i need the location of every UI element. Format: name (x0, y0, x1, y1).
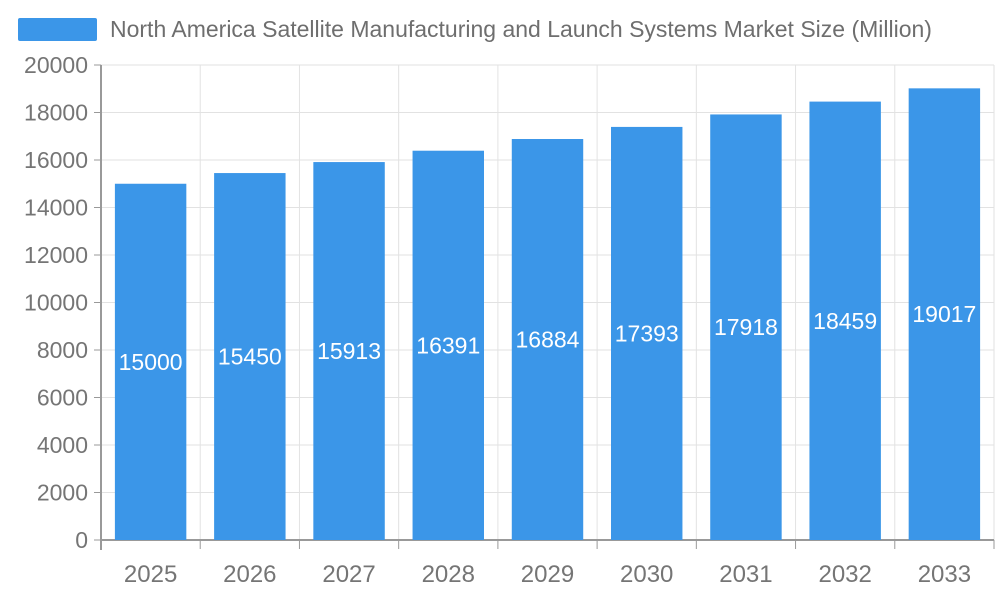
y-axis-label: 6000 (37, 385, 88, 411)
y-axis-label: 14000 (24, 195, 88, 221)
x-axis-label: 2028 (422, 561, 475, 588)
bar-value-label: 17918 (714, 314, 778, 340)
x-axis-label: 2030 (620, 561, 673, 588)
bar-2027[interactable] (313, 162, 385, 540)
bar-2030[interactable] (611, 126, 683, 540)
bar-value-label: 16391 (416, 332, 480, 358)
chart-title: North America Satellite Manufacturing an… (110, 16, 932, 42)
y-axis-label: 4000 (37, 432, 88, 458)
y-axis-label: 16000 (24, 147, 88, 173)
x-axis-label: 2032 (818, 561, 871, 588)
x-axis-label: 2025 (124, 561, 177, 588)
bar-2028[interactable] (412, 150, 484, 540)
y-axis-label: 2000 (37, 480, 88, 506)
x-axis-label: 2027 (322, 561, 375, 588)
x-axis-label: 2033 (918, 561, 971, 588)
x-axis-label: 2026 (223, 561, 276, 588)
bar-2025[interactable] (114, 183, 187, 540)
y-axis-label: 0 (75, 527, 88, 553)
y-axis-label: 8000 (37, 337, 88, 363)
y-axis-label: 12000 (24, 242, 88, 268)
bar-2026[interactable] (214, 173, 286, 540)
bar-2032[interactable] (809, 101, 881, 540)
bar-value-label: 15450 (218, 344, 282, 370)
legend-swatch (18, 18, 97, 41)
y-axis-label: 18000 (24, 100, 88, 126)
x-axis-label: 2029 (521, 561, 574, 588)
bar-2031[interactable] (710, 114, 782, 540)
y-axis-label: 10000 (24, 290, 88, 316)
bar-value-label: 19017 (912, 301, 976, 327)
legend-item[interactable]: North America Satellite Manufacturing an… (18, 18, 932, 41)
bar-value-label: 17393 (615, 320, 679, 346)
bar-value-label: 18459 (813, 308, 877, 334)
bar-value-label: 15000 (119, 349, 183, 375)
bar-value-label: 15913 (317, 338, 381, 364)
bar-value-label: 16884 (516, 327, 580, 353)
bar-2033[interactable] (908, 88, 981, 540)
bar-2029[interactable] (511, 139, 584, 540)
x-axis-label: 2031 (719, 561, 772, 588)
y-axis-label: 20000 (24, 52, 88, 78)
